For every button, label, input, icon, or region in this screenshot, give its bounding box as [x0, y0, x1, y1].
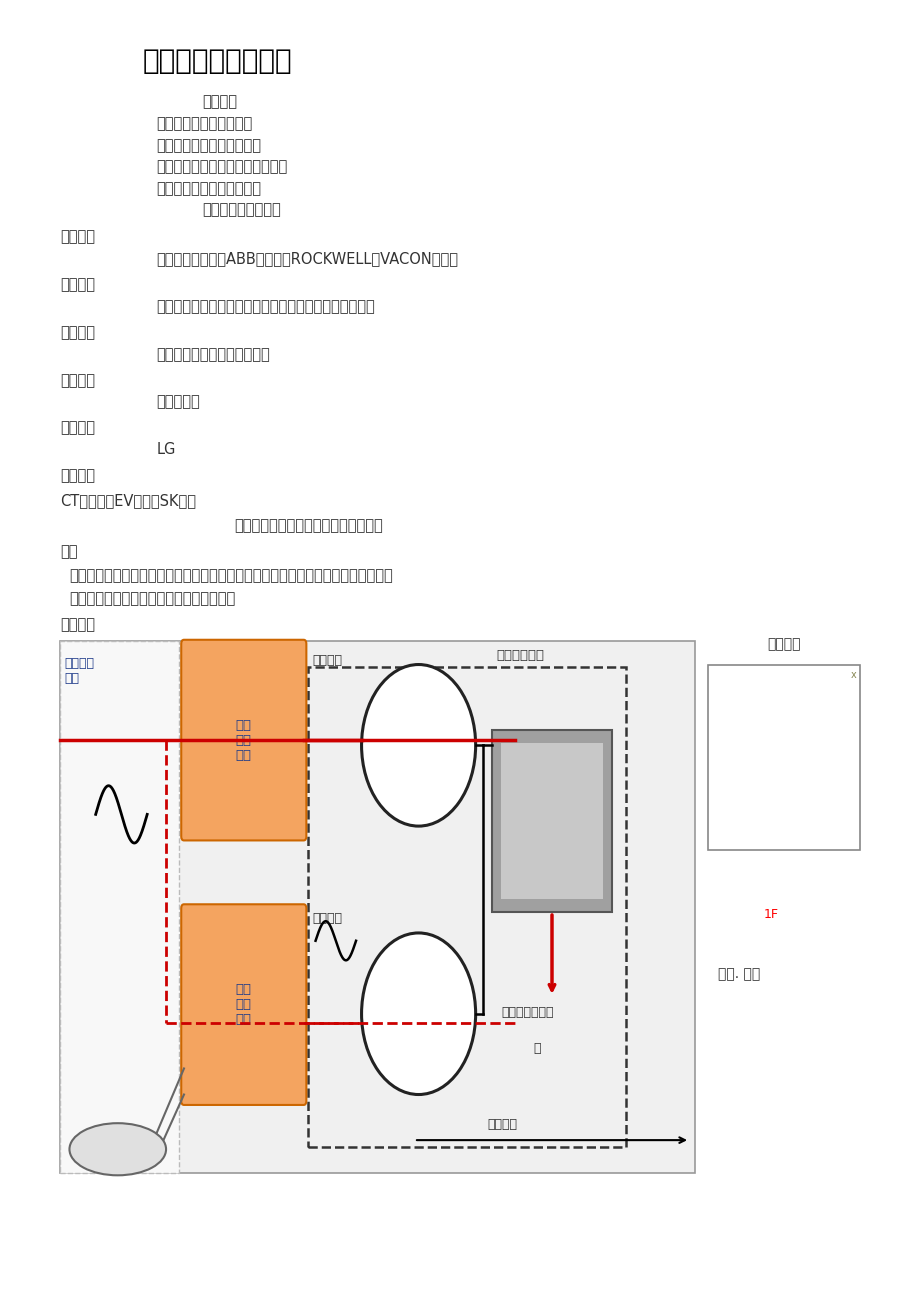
Text: 英国品牌: 英国品牌 [60, 469, 95, 483]
Text: 富士、三菱、安川、三垦、日立、欧姆龙松下电工、东芝: 富士、三菱、安川、三垦、日立、欧姆龙松下电工、东芝 [156, 300, 375, 314]
Text: 终端机械: 终端机械 [766, 637, 800, 652]
Text: 传动系统，也称交流（直流）电气拖动系统: 传动系统，也称交流（直流）电气拖动系统 [69, 592, 235, 607]
Text: 执行机构: 执行机构 [487, 1118, 517, 1131]
Text: 定义: 定义 [60, 545, 77, 559]
Text: LG: LG [156, 443, 176, 457]
Text: 交流
电机: 交流 电机 [411, 999, 425, 1028]
Text: 日本品牌: 日本品牌 [60, 278, 95, 292]
Text: 变频器技术知识培训: 变频器技术知识培训 [142, 47, 292, 74]
Text: 国内常用变频器品牌: 国内常用变频器品牌 [202, 203, 281, 218]
Circle shape [361, 933, 475, 1095]
Text: 国产品牌: 国产品牌 [60, 326, 95, 340]
Text: —: — [318, 731, 335, 749]
Text: 风机. 冦等: 风机. 冦等 [717, 967, 759, 981]
Bar [60, 641, 179, 1173]
Bar [492, 730, 611, 912]
Bar [308, 667, 625, 1147]
Text: x: x [850, 670, 856, 680]
Text: 了解变频器的基本应用和选型原则: 了解变频器的基本应用和选型原则 [156, 160, 288, 175]
Text: 了解电气传动的基本概念: 了解电气传动的基本概念 [156, 117, 253, 132]
Ellipse shape [70, 1123, 166, 1175]
Text: —: — [318, 1014, 335, 1032]
Text: 直流
调速
装置: 直流 调速 装置 [235, 718, 252, 762]
Text: 台达、东元: 台达、东元 [156, 395, 200, 409]
Text: 变频器: 变频器 [107, 1143, 129, 1156]
Text: 以交流（直流）电动机为动力拖动各种生产机械的系统我们称之为交流（直流）电气: 以交流（直流）电动机为动力拖动各种生产机械的系统我们称之为交流（直流）电气 [69, 568, 392, 584]
Text: 系统构成: 系统构成 [60, 618, 95, 633]
Bar [501, 743, 602, 899]
Text: 了解变频器的市场竞争情况: 了解变频器的市场竞争情况 [156, 181, 261, 197]
Text: 港台品牌: 港台品牌 [60, 373, 95, 388]
Text: 皮带轮、齿轮箱: 皮带轮、齿轮箱 [501, 1006, 553, 1019]
Text: 1F: 1F [763, 908, 777, 921]
Bar [708, 665, 859, 850]
Text: 西门子、施耐德、ABB丹佛斯、ROCKWELL、VACON、西威: 西门子、施耐德、ABB丹佛斯、ROCKWELL、VACON、西威 [156, 251, 458, 266]
Text: 韩国品牌: 韩国品牌 [60, 421, 95, 435]
Text: 等: 等 [533, 1042, 540, 1055]
Circle shape [361, 665, 475, 826]
Text: 欧美品牌: 欧美品牌 [60, 229, 95, 244]
FancyBboxPatch shape [181, 904, 306, 1105]
FancyBboxPatch shape [181, 640, 306, 840]
Text: 培训目标: 培训目标 [202, 95, 237, 109]
Text: 中间传动机构: 中间传动机构 [496, 649, 544, 662]
Text: CT、艾默生EV系列及SK系列: CT、艾默生EV系列及SK系列 [60, 494, 196, 508]
Text: 直流
电机: 直流 电机 [411, 731, 425, 760]
Text: 交流电源
输入: 交流电源 输入 [64, 657, 95, 684]
Text: 交流输出: 交流输出 [312, 912, 343, 925]
Text: 掌握变频器的基本工作原理: 掌握变频器的基本工作原理 [156, 138, 261, 154]
Text: 安邦信、森兰、英威腾、惠丰: 安邦信、森兰、英威腾、惠丰 [156, 348, 270, 362]
Text: 交流
调速
装置: 交流 调速 装置 [235, 982, 252, 1027]
Text: 电气传动基础知识一电气传动系统概述: 电气传动基础知识一电气传动系统概述 [234, 519, 383, 533]
Bar [60, 641, 694, 1173]
Text: 直流输出: 直流输出 [312, 654, 343, 667]
